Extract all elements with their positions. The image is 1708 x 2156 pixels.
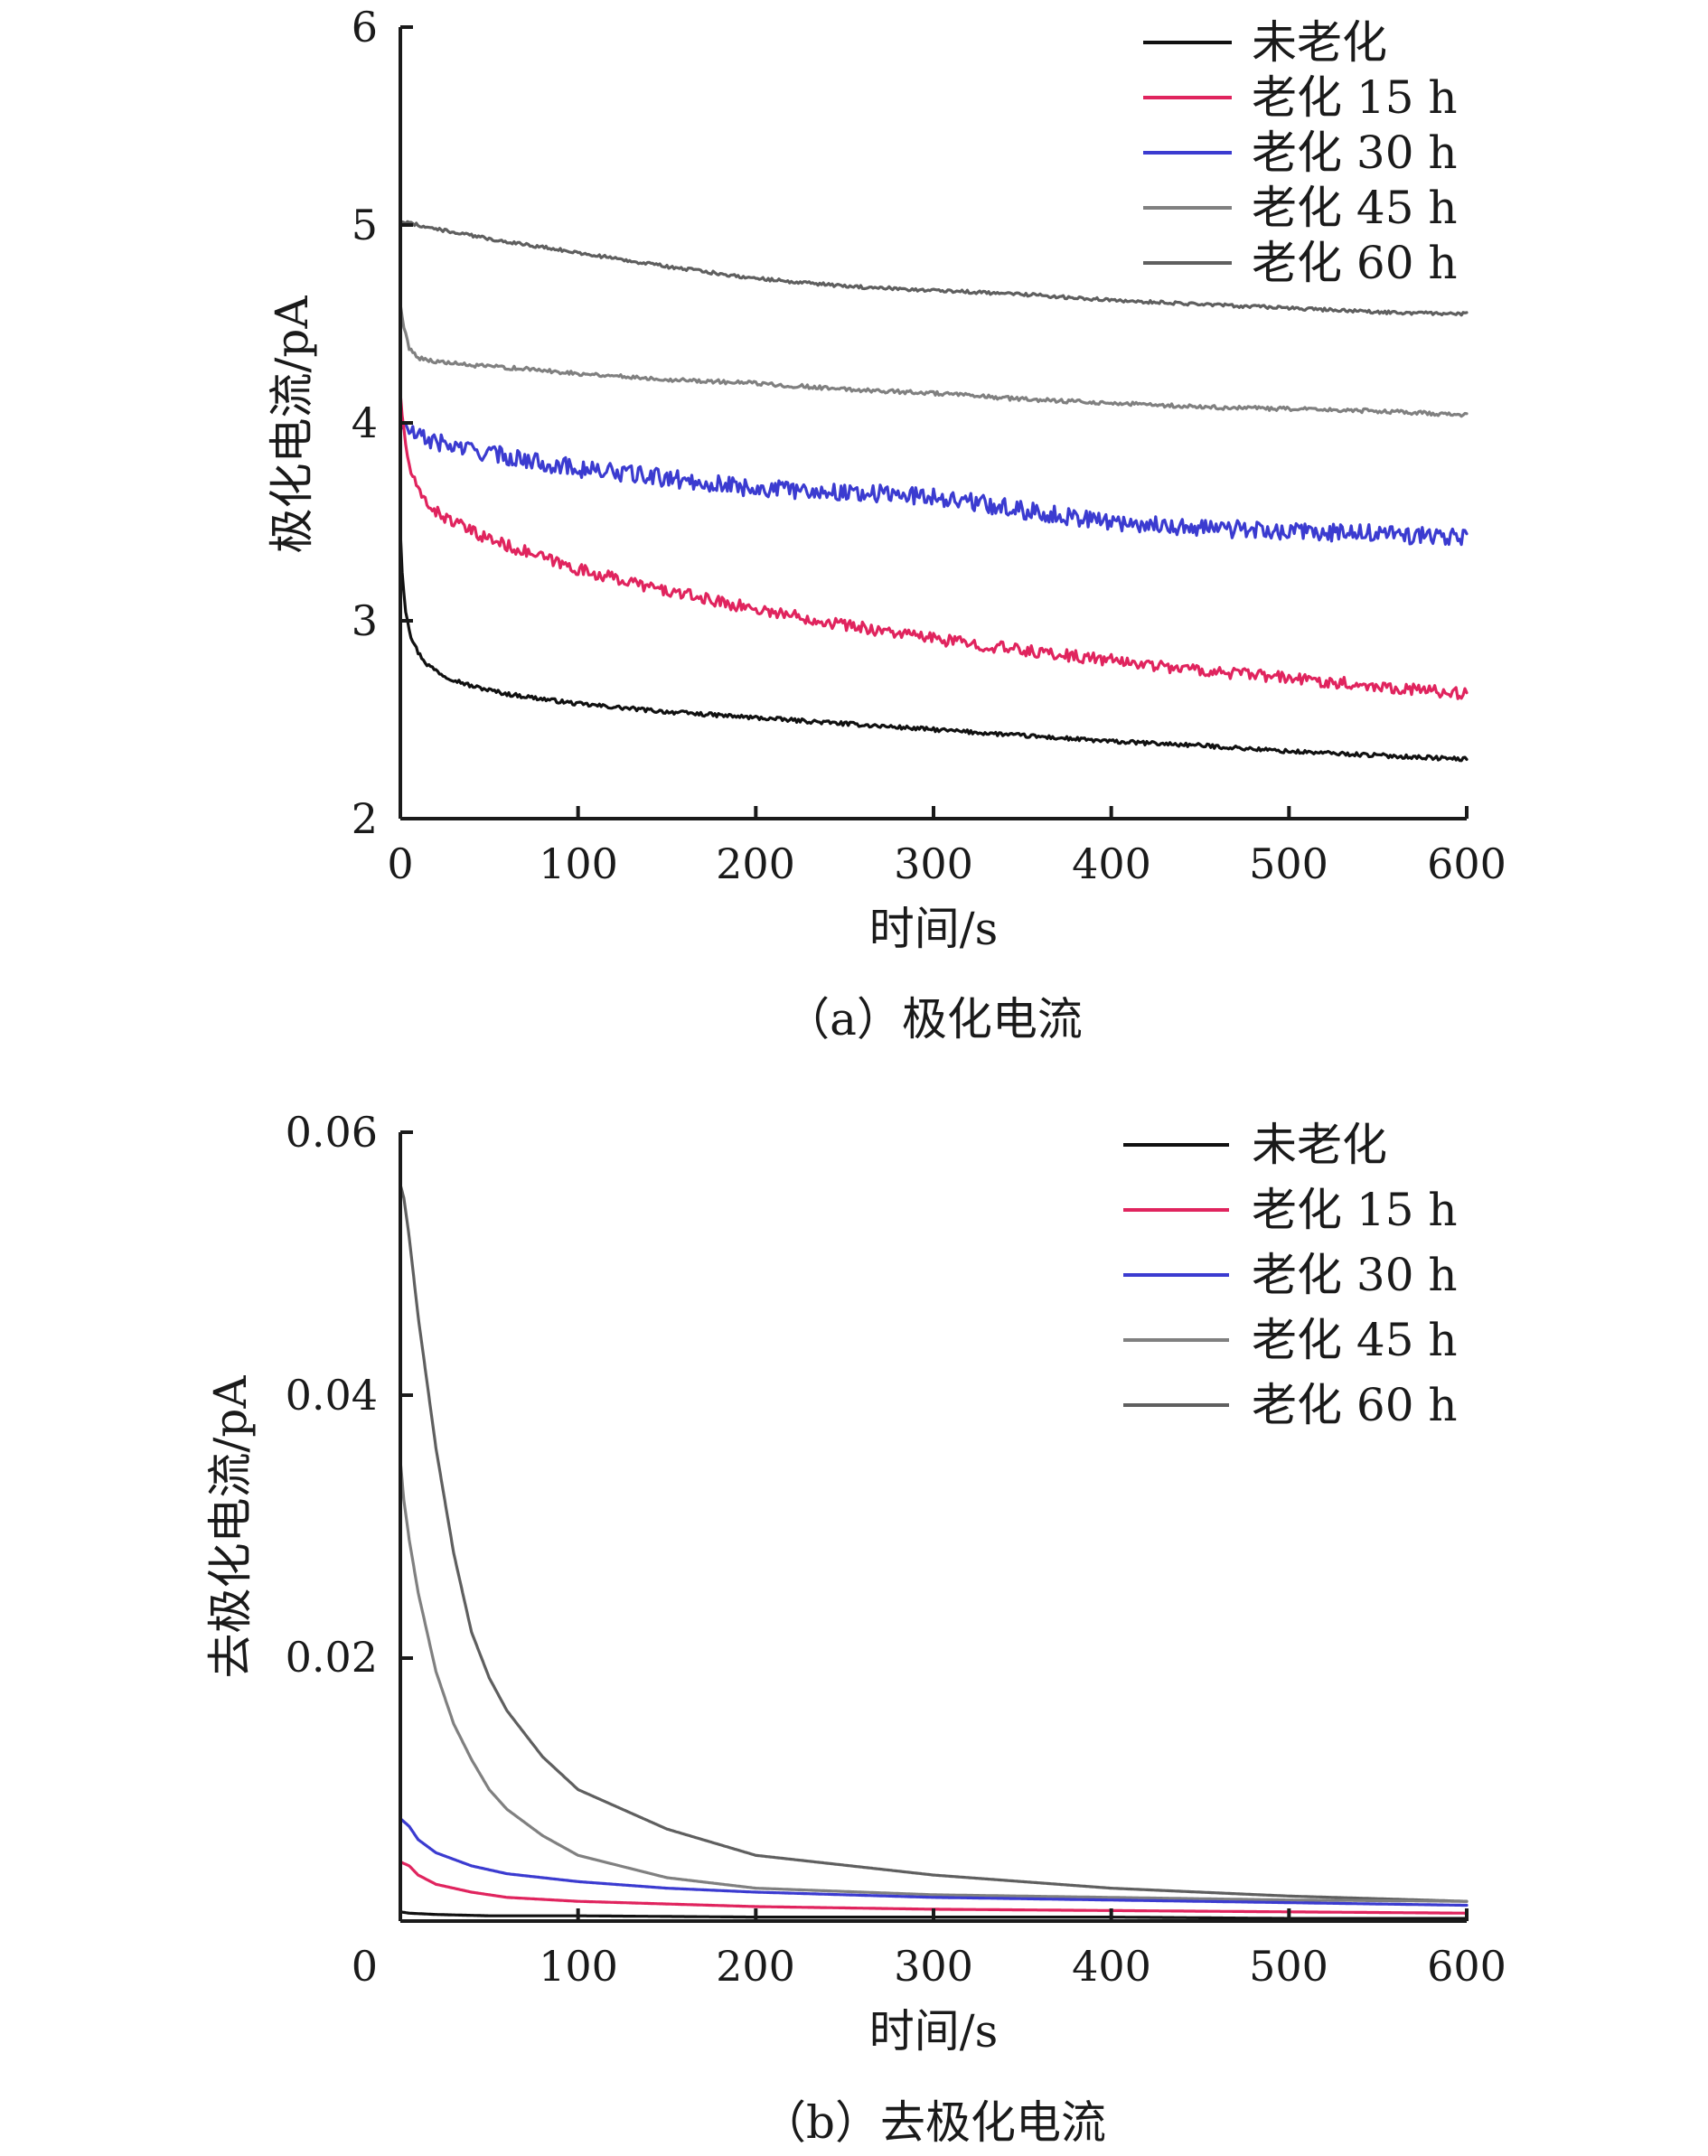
panel-a-polarization-chart: 2 3 4 5 6 0 100 200 300 400 500 600 时间/s… — [266, 3, 1506, 1045]
series-line — [399, 303, 1469, 418]
panel-b-y-tick-labels: 0 0.02 0.04 0.06 — [286, 1108, 378, 1991]
panel-a-x-axis-title: 时间/s — [869, 903, 999, 955]
x-tick-label: 400 — [1072, 839, 1151, 888]
y-tick-label: 5 — [352, 201, 378, 249]
x-tick-label: 600 — [1427, 1942, 1506, 1991]
y-tick-label: 3 — [352, 596, 378, 645]
panel-b-y-axis-title: 去极化电流/pA — [204, 1375, 257, 1679]
panel-a-caption: （a）极化电流 — [784, 993, 1083, 1045]
y-tick-label: 0.02 — [286, 1633, 378, 1682]
x-tick-label: 200 — [716, 1942, 795, 1991]
x-tick-label: 500 — [1249, 1942, 1328, 1991]
legend-label: 老化 60 h — [1252, 237, 1458, 289]
y-tick-label: 0.04 — [286, 1371, 378, 1420]
x-tick-label: 100 — [539, 1942, 618, 1991]
x-tick-label: 300 — [894, 839, 973, 888]
panel-a-y-axis-title: 极化电流/pA — [266, 295, 318, 554]
legend-label: 老化 30 h — [1252, 127, 1458, 179]
series-line — [399, 1860, 1469, 1915]
x-tick-label: 0 — [387, 839, 413, 888]
panel-b-caption: （b）去极化电流 — [761, 2096, 1106, 2149]
panel-a-y-tick-labels: 2 3 4 5 6 — [352, 3, 378, 843]
x-tick-label: 100 — [539, 839, 618, 888]
legend-label: 老化 15 h — [1252, 1184, 1458, 1236]
panel-a-plot-area — [399, 220, 1469, 763]
x-tick-label: 600 — [1427, 839, 1506, 888]
series-line — [399, 530, 1469, 763]
y-tick-label: 0.06 — [286, 1108, 378, 1157]
panel-b-legend: 未老化 老化 15 h 老化 30 h 老化 45 h 老化 60 h — [1123, 1119, 1458, 1431]
x-tick-label: 500 — [1249, 839, 1328, 888]
panel-a-x-tick-labels: 0 100 200 300 400 500 600 — [387, 839, 1506, 888]
series-line — [399, 220, 1469, 317]
legend-label: 未老化 — [1252, 16, 1387, 69]
legend-label: 老化 15 h — [1252, 71, 1458, 124]
x-tick-label: 400 — [1072, 1942, 1151, 1991]
series-line — [399, 1183, 1469, 1903]
panel-b-ticks — [400, 1130, 1469, 1921]
y-tick-label: 6 — [352, 3, 378, 52]
panel-b-x-tick-labels: 100 200 300 400 500 600 — [539, 1942, 1506, 1991]
series-line — [399, 1816, 1469, 1908]
legend-label: 老化 30 h — [1252, 1249, 1458, 1301]
legend-label: 老化 60 h — [1252, 1379, 1458, 1431]
x-tick-label: 200 — [716, 839, 795, 888]
legend-label: 未老化 — [1252, 1119, 1387, 1171]
series-line — [399, 1459, 1469, 1903]
panel-b-depolarization-chart: 0 0.02 0.04 0.06 100 200 300 400 500 600… — [204, 1108, 1506, 2149]
series-line — [399, 421, 1469, 547]
panel-a-ticks — [400, 25, 1469, 820]
panel-b-x-axis-title: 时间/s — [869, 2005, 999, 2058]
y-tick-label: 4 — [352, 398, 378, 447]
legend-label: 老化 45 h — [1252, 182, 1458, 234]
y-tick-label: 0 — [352, 1942, 378, 1991]
x-tick-label: 300 — [894, 1942, 973, 1991]
panel-a-legend: 未老化 老化 15 h 老化 30 h 老化 45 h 老化 60 h — [1143, 16, 1458, 289]
legend-label: 老化 45 h — [1252, 1314, 1458, 1366]
y-tick-label: 2 — [352, 794, 378, 843]
series-line — [399, 391, 1469, 700]
